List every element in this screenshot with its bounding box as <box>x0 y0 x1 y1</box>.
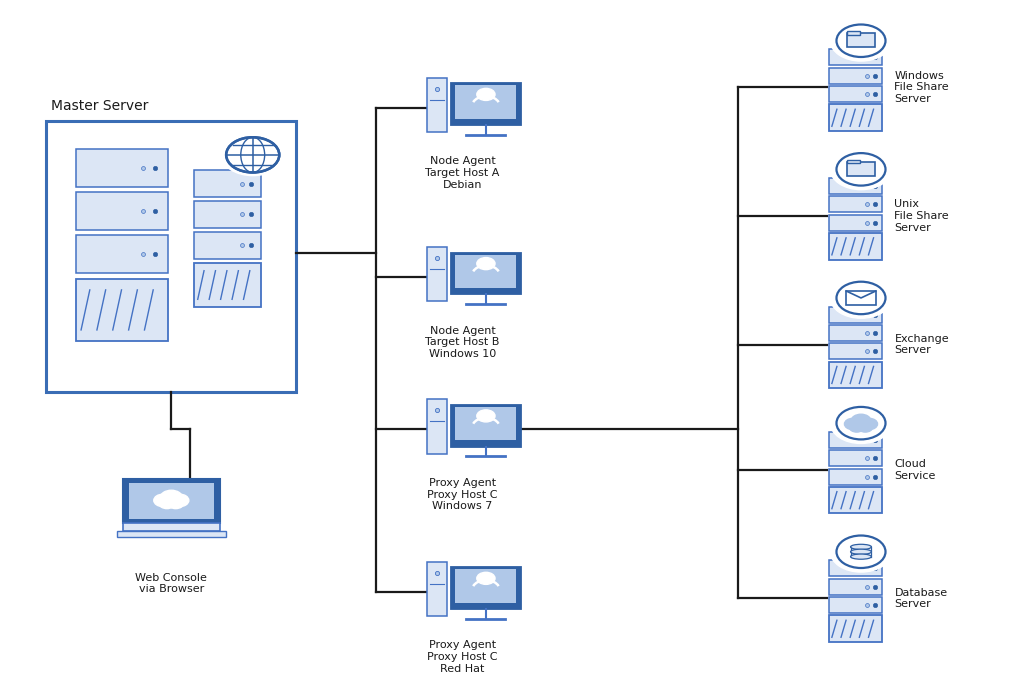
Circle shape <box>851 414 871 427</box>
FancyBboxPatch shape <box>128 483 214 519</box>
Text: Unix
File Share
Server: Unix File Share Server <box>895 199 949 233</box>
Text: Windows
File Share
Server: Windows File Share Server <box>895 71 949 104</box>
FancyBboxPatch shape <box>829 597 882 613</box>
Circle shape <box>861 419 877 429</box>
Text: Database
Server: Database Server <box>895 588 948 609</box>
Circle shape <box>836 407 885 439</box>
FancyBboxPatch shape <box>194 201 261 228</box>
Circle shape <box>849 423 864 432</box>
Circle shape <box>222 134 284 175</box>
FancyBboxPatch shape <box>426 78 447 132</box>
FancyBboxPatch shape <box>451 567 521 609</box>
FancyBboxPatch shape <box>46 121 297 392</box>
FancyBboxPatch shape <box>829 469 882 484</box>
FancyBboxPatch shape <box>829 49 882 66</box>
FancyBboxPatch shape <box>194 232 261 259</box>
FancyBboxPatch shape <box>117 531 226 537</box>
FancyBboxPatch shape <box>829 579 882 595</box>
FancyBboxPatch shape <box>847 33 875 47</box>
FancyBboxPatch shape <box>426 247 447 301</box>
FancyBboxPatch shape <box>194 262 261 308</box>
FancyBboxPatch shape <box>846 291 876 305</box>
FancyBboxPatch shape <box>829 450 882 466</box>
Circle shape <box>831 403 891 443</box>
Circle shape <box>154 494 173 507</box>
Text: Web Console
via Browser: Web Console via Browser <box>136 573 207 595</box>
Ellipse shape <box>850 554 872 559</box>
FancyBboxPatch shape <box>123 523 220 531</box>
Ellipse shape <box>850 549 872 554</box>
FancyBboxPatch shape <box>451 84 521 125</box>
FancyBboxPatch shape <box>829 560 882 577</box>
FancyBboxPatch shape <box>829 615 882 642</box>
FancyBboxPatch shape <box>76 279 168 341</box>
FancyBboxPatch shape <box>829 197 882 212</box>
FancyBboxPatch shape <box>847 162 875 175</box>
Circle shape <box>836 282 885 314</box>
FancyBboxPatch shape <box>829 68 882 84</box>
Text: Node Agent
Target Host A
Debian: Node Agent Target Host A Debian <box>425 156 499 190</box>
FancyBboxPatch shape <box>829 233 882 260</box>
FancyBboxPatch shape <box>426 399 447 453</box>
FancyBboxPatch shape <box>76 149 168 187</box>
Circle shape <box>858 423 873 432</box>
FancyBboxPatch shape <box>829 343 882 360</box>
FancyBboxPatch shape <box>829 214 882 231</box>
FancyBboxPatch shape <box>426 562 447 616</box>
Circle shape <box>477 572 495 584</box>
Text: Exchange
Server: Exchange Server <box>895 334 949 356</box>
FancyBboxPatch shape <box>829 86 882 102</box>
Text: Proxy Agent
Proxy Host C
Windows 7: Proxy Agent Proxy Host C Windows 7 <box>427 478 498 511</box>
FancyBboxPatch shape <box>829 178 882 194</box>
Ellipse shape <box>850 545 872 549</box>
FancyBboxPatch shape <box>194 170 261 197</box>
Text: Cloud
Service: Cloud Service <box>895 459 936 481</box>
Text: Node Agent
Target Host B
Windows 10: Node Agent Target Host B Windows 10 <box>425 325 499 359</box>
FancyBboxPatch shape <box>847 31 860 34</box>
Circle shape <box>477 258 495 270</box>
FancyBboxPatch shape <box>829 487 882 514</box>
FancyBboxPatch shape <box>76 236 168 273</box>
Circle shape <box>477 410 495 422</box>
FancyBboxPatch shape <box>76 192 168 230</box>
Circle shape <box>836 153 885 186</box>
Circle shape <box>831 532 891 572</box>
Circle shape <box>831 149 891 190</box>
FancyBboxPatch shape <box>829 307 882 323</box>
Circle shape <box>836 536 885 568</box>
FancyBboxPatch shape <box>451 405 521 447</box>
FancyBboxPatch shape <box>847 160 860 163</box>
Circle shape <box>226 137 279 173</box>
Circle shape <box>844 419 862 429</box>
Circle shape <box>160 490 182 505</box>
Circle shape <box>167 498 184 509</box>
Text: Master Server: Master Server <box>51 99 149 113</box>
Circle shape <box>831 277 891 319</box>
Circle shape <box>169 494 189 507</box>
FancyBboxPatch shape <box>455 407 517 440</box>
Text: Proxy Agent
Proxy Host C
Red Hat: Proxy Agent Proxy Host C Red Hat <box>427 640 498 673</box>
FancyBboxPatch shape <box>455 255 517 288</box>
FancyBboxPatch shape <box>455 86 517 119</box>
Circle shape <box>831 21 891 61</box>
FancyBboxPatch shape <box>451 253 521 295</box>
FancyBboxPatch shape <box>829 325 882 341</box>
Circle shape <box>836 25 885 57</box>
FancyBboxPatch shape <box>123 479 220 523</box>
FancyBboxPatch shape <box>455 569 517 603</box>
Circle shape <box>159 498 175 509</box>
FancyBboxPatch shape <box>829 104 882 131</box>
FancyBboxPatch shape <box>829 362 882 388</box>
FancyBboxPatch shape <box>829 432 882 448</box>
Circle shape <box>477 88 495 101</box>
